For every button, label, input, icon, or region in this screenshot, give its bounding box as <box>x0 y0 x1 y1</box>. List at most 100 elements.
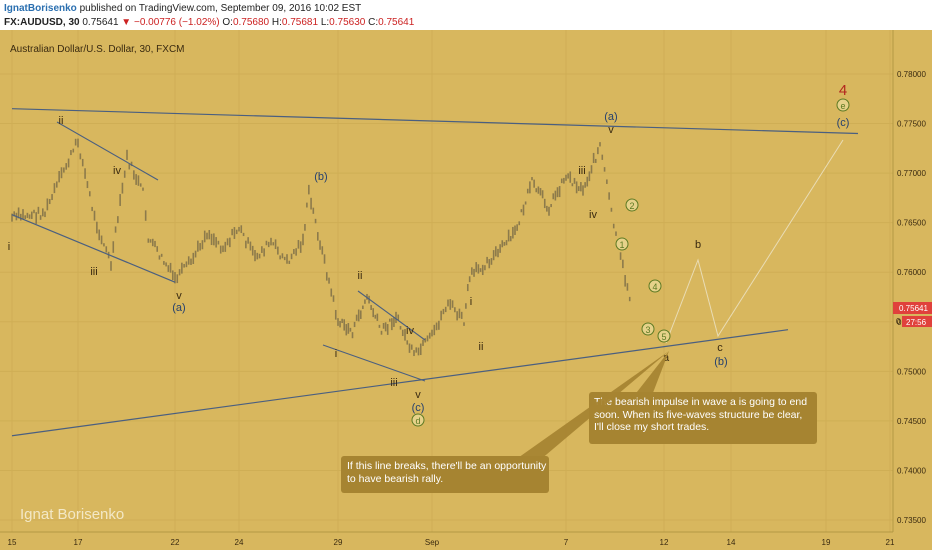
price-tick-label: 0.75000 <box>897 367 926 376</box>
wave-circle-label: 3 <box>645 325 650 335</box>
price-tick-label: 0.77500 <box>897 120 926 129</box>
wave-label: (a) <box>172 302 185 314</box>
time-tick-label: 19 <box>822 538 831 547</box>
wave-label: iii <box>578 165 585 177</box>
last-price: 0.75641 <box>82 17 119 28</box>
wave-label-4-major: 4 <box>839 82 847 99</box>
symbol-label: FX:AUDUSD, 30 <box>4 17 80 28</box>
down-arrow-icon: ▼ <box>121 17 132 28</box>
trendline-wedge-low[interactable] <box>11 214 176 283</box>
wave-circle <box>411 413 425 427</box>
wave-label: iv <box>113 165 121 177</box>
time-tick-label: 15 <box>8 538 17 547</box>
price-tick-label: 0.77000 <box>897 169 926 178</box>
projection-path <box>665 139 844 344</box>
wave-circle-label: 4 <box>652 282 657 292</box>
wave-label: c <box>717 342 723 354</box>
wave-circle-label: e <box>840 101 845 111</box>
chart-title: Australian Dollar/U.S. Dollar, 30, FXCM <box>10 44 185 55</box>
wave-label: (a) <box>604 111 617 123</box>
price-tick-label: 0.74500 <box>897 417 926 426</box>
price-candles <box>11 138 631 357</box>
grid <box>0 30 893 532</box>
wave-label: (c) <box>412 402 425 414</box>
trendline-upper[interactable] <box>11 108 859 135</box>
wave-circle <box>657 329 671 343</box>
time-tick-label: 29 <box>334 538 343 547</box>
close-value: 0.75641 <box>378 17 415 28</box>
price-tag-text: 0.75641 <box>899 304 928 313</box>
wave-circle <box>648 279 662 293</box>
price-tick-label: 0.73500 <box>897 516 926 525</box>
time-tick-label: 21 <box>886 538 895 547</box>
open-value: 0.75680 <box>232 17 270 28</box>
change-value: −0.00776 (−1.02%) <box>133 17 220 28</box>
callout-box-2 <box>341 456 549 493</box>
watermark: Ignat Borisenko <box>20 506 124 523</box>
wave-circle <box>615 237 629 251</box>
time-tick-label: Sep <box>425 538 440 547</box>
time-axis-ticks: 15 17 22 24 29 Sep 7 12 14 19 21 <box>8 538 895 547</box>
symbol-line: FX:AUDUSD, 30 0.75641 ▼ −0.00776 (−1.02%… <box>4 17 414 28</box>
callout-box-2-text: If this line breaks, there'll be an oppo… <box>347 460 547 485</box>
wave-circle-label: 2 <box>629 201 634 211</box>
callout-box-1-text: The bearish impulse in wave a is going t… <box>594 396 808 433</box>
wave-label: v <box>608 124 614 136</box>
wave-label: (b) <box>714 356 727 368</box>
wave-label: iii <box>90 266 97 278</box>
high-label: H: <box>271 17 282 28</box>
time-tick-label: 12 <box>660 538 669 547</box>
wave-circle-label: 5 <box>661 332 666 342</box>
wave-label: ii <box>59 115 64 127</box>
wave-label: (b) <box>314 171 327 183</box>
trendlines <box>11 108 859 437</box>
price-axis <box>893 30 932 532</box>
wave-circle-label: 1 <box>619 240 624 250</box>
wave-label: (c) <box>837 117 850 129</box>
wave-label: v <box>176 290 182 302</box>
time-axis <box>0 532 932 550</box>
callout-box-2-pointer <box>515 351 669 460</box>
time-tick-label: 24 <box>235 538 244 547</box>
wave-label: iv <box>406 325 414 337</box>
trendline-segment[interactable] <box>322 344 426 382</box>
wave-circle-label: d <box>415 416 420 426</box>
countdown-prefix: 0 <box>896 317 901 326</box>
high-value: 0.75681 <box>281 17 319 28</box>
low-label: L: <box>320 17 330 28</box>
time-tick-label: 22 <box>171 538 180 547</box>
wave-label: b <box>695 239 701 251</box>
wave-labels: iiiiiiivv(a)(b)iiiiviiiv(c)iiiiiiiv(a)va… <box>8 82 850 427</box>
time-tick-label: 17 <box>74 538 83 547</box>
price-tick-label: 0.76500 <box>897 219 926 228</box>
wave-label: ii <box>358 270 363 282</box>
chart-area[interactable]: iiiiiiivv(a)(b)iiiiviiiv(c)iiiiiiiv(a)va… <box>0 30 932 550</box>
wave-label: i <box>8 241 10 253</box>
open-label: O: <box>222 17 233 28</box>
publish-line: IgnatBorisenko published on TradingView.… <box>4 3 361 14</box>
wave-circle <box>625 198 639 212</box>
countdown-tag <box>902 316 932 327</box>
callout-box-1 <box>589 392 817 444</box>
trendline-segment[interactable] <box>357 290 426 341</box>
price-tick-label: 0.76000 <box>897 268 926 277</box>
chart-header: IgnatBorisenko published on TradingView.… <box>0 0 932 30</box>
wave-label: v <box>415 389 421 401</box>
countdown-text: 27:56 <box>906 318 927 327</box>
wave-label: iii <box>390 377 397 389</box>
time-tick-label: 7 <box>564 538 569 547</box>
wave-label: a <box>663 352 670 364</box>
wave-circle <box>641 322 655 336</box>
price-tick-label: 0.78000 <box>897 70 926 79</box>
trendline-lower[interactable] <box>11 329 789 437</box>
wave-circle <box>836 98 850 112</box>
chart-svg[interactable]: iiiiiiivv(a)(b)iiiiviiiv(c)iiiiiiiv(a)va… <box>0 30 932 550</box>
close-label: C: <box>368 17 379 28</box>
price-tick-label: 0.74000 <box>897 466 926 475</box>
published-text: published on TradingView.com, September … <box>79 3 362 14</box>
author-link[interactable]: IgnatBorisenko <box>4 3 77 14</box>
wave-label: i <box>470 296 472 308</box>
wave-label: iv <box>589 209 597 221</box>
time-tick-label: 14 <box>727 538 736 547</box>
trendline-segment[interactable] <box>56 121 159 181</box>
